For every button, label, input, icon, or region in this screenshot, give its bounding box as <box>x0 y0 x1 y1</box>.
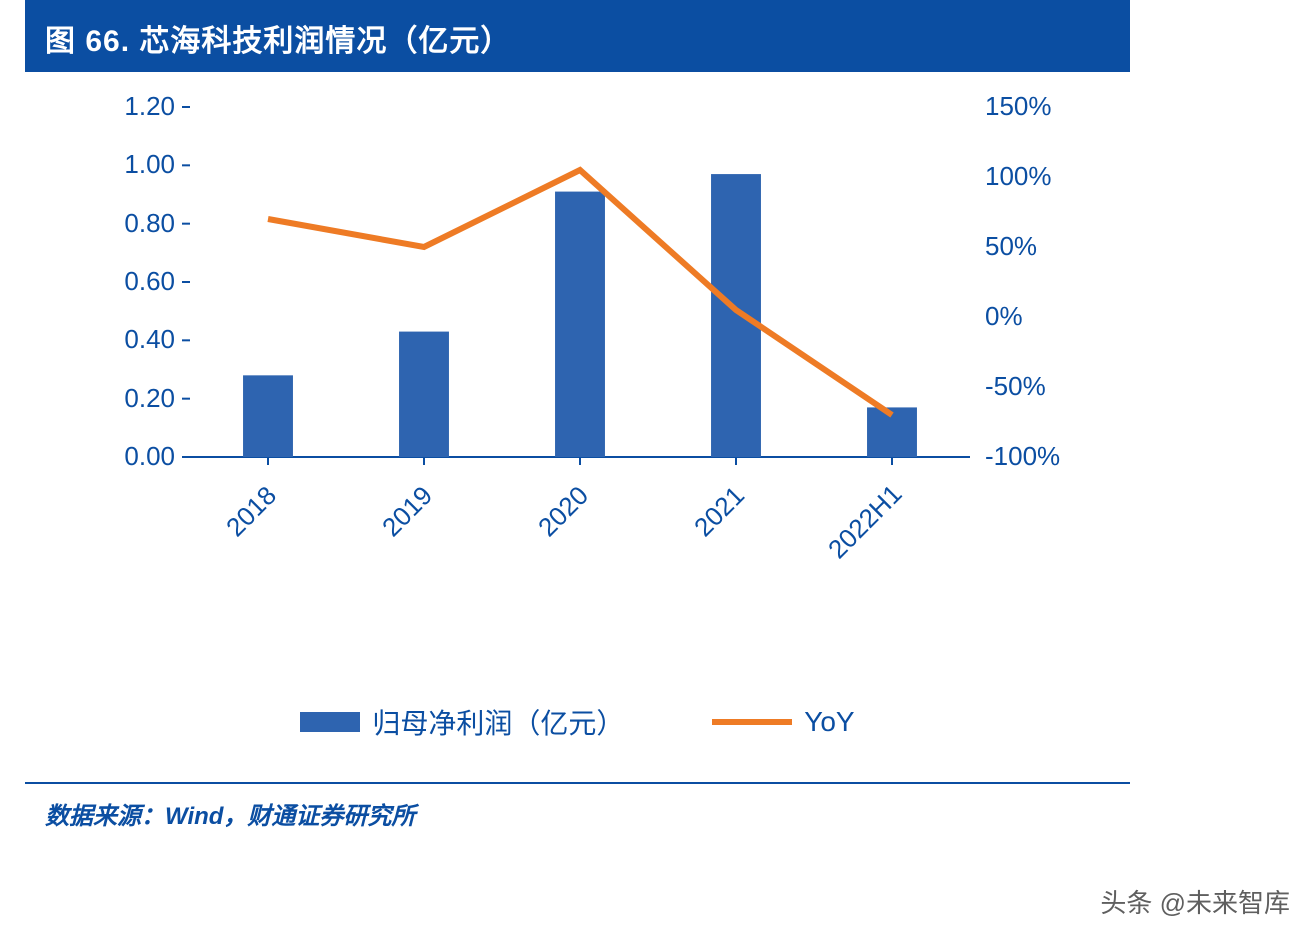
y-right-tick: 50% <box>985 231 1105 262</box>
legend-swatch-line <box>712 719 792 725</box>
y-left-tick: 1.20 <box>75 91 175 122</box>
figure-container: 图 66. 芯海科技利润情况（亿元） 0.00 0.20 0.40 0.60 0.80 1… <box>25 0 1130 831</box>
y-right-tick: -100% <box>985 441 1105 472</box>
y-right-tick: 0% <box>985 301 1105 332</box>
y-right-tick: 150% <box>985 91 1105 122</box>
bar <box>399 332 449 457</box>
y-left-tick: 0.80 <box>75 208 175 239</box>
y-left-tick: 0.20 <box>75 383 175 414</box>
bar <box>711 174 761 457</box>
y-left-tick: 0.00 <box>75 441 175 472</box>
legend-line-label: YoY <box>804 706 854 738</box>
figure-title: 图 66. 芯海科技利润情况（亿元） <box>25 0 1130 72</box>
y-right-tick: 100% <box>985 161 1105 192</box>
bar <box>243 375 293 457</box>
y-left-tick: 0.40 <box>75 324 175 355</box>
legend-item-bar: 归母净利润（亿元） <box>300 702 624 742</box>
y-left-tick: 0.60 <box>75 266 175 297</box>
chart-svg <box>25 72 1130 692</box>
legend-item-line: YoY <box>712 706 854 738</box>
legend: 归母净利润（亿元） YoY <box>25 702 1130 742</box>
legend-swatch-bar <box>300 712 360 732</box>
watermark: 头条 @未来智库 <box>1100 883 1290 920</box>
bar <box>555 192 605 457</box>
legend-bar-label: 归母净利润（亿元） <box>372 702 624 742</box>
y-left-tick: 1.00 <box>75 149 175 180</box>
chart-area: 0.00 0.20 0.40 0.60 0.80 1.00 1.20 -100% -50% 0% 5… <box>25 72 1130 692</box>
y-right-tick: -50% <box>985 371 1105 402</box>
source-line: 数据来源：Wind，财通证券研究所 <box>25 782 1130 831</box>
